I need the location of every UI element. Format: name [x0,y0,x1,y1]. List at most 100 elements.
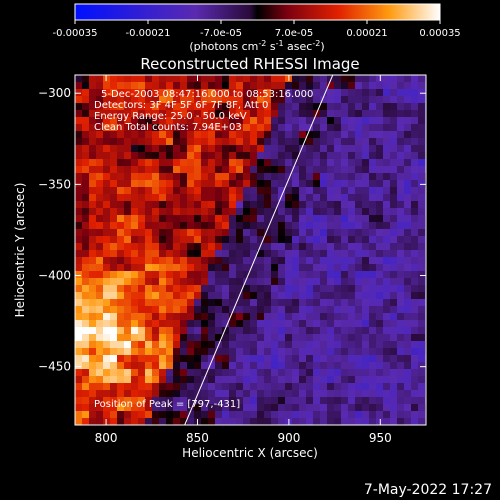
heatmap-cell [110,285,118,293]
heatmap-cell [82,320,90,328]
heatmap-cell [152,243,160,251]
heatmap-cell [145,285,153,293]
colorbar-unit: (photons cm-2 s-1 asec-2) [189,39,324,53]
heatmap-cell [285,285,293,293]
heatmap-cell [75,271,83,279]
heatmap-cell [376,257,384,265]
heatmap-cell [117,292,125,300]
heatmap-cell [89,243,97,251]
heatmap-cell [292,222,300,230]
heatmap-cell [271,257,279,265]
heatmap-cell [159,96,167,104]
heatmap-cell [194,257,202,265]
heatmap-cell [250,383,258,391]
heatmap-cell [299,215,307,223]
heatmap-cell [75,306,83,314]
heatmap-cell [208,75,216,83]
heatmap-cell [82,306,90,314]
heatmap-cell [376,201,384,209]
heatmap-cell [264,138,272,146]
heatmap-cell [397,103,405,111]
heatmap-cell [117,124,125,132]
heatmap-cell [229,285,237,293]
heatmap-cell [166,110,174,118]
heatmap-cell [334,376,342,384]
heatmap-cell [327,96,335,104]
heatmap-cell [201,110,209,118]
heatmap-cell [397,215,405,223]
heatmap-cell [75,173,83,181]
heatmap-cell [96,201,104,209]
heatmap-cell [355,369,363,377]
heatmap-cell [299,369,307,377]
heatmap-cell [271,131,279,139]
heatmap-cell [411,362,419,370]
heatmap-cell [327,313,335,321]
heatmap-cell [166,334,174,342]
heatmap-cell [383,355,391,363]
heatmap-cell [89,271,97,279]
heatmap-cell [103,264,111,272]
heatmap-cell [250,292,258,300]
heatmap-cell [215,103,223,111]
heatmap-cell [243,390,251,398]
heatmap-cell [194,180,202,188]
heatmap-cell [355,215,363,223]
heatmap-cell [138,313,146,321]
heatmap-cell [222,215,230,223]
heatmap-cell [229,376,237,384]
heatmap-cell [117,131,125,139]
heatmap-cell [376,180,384,188]
heatmap-cell [376,264,384,272]
heatmap-cell [117,103,125,111]
heatmap-cell [215,376,223,384]
heatmap-cell [285,292,293,300]
heatmap-cell [292,208,300,216]
heatmap-cell [369,313,377,321]
heatmap-cell [131,390,139,398]
heatmap-cell [117,201,125,209]
heatmap-cell [313,215,321,223]
heatmap-cell [341,285,349,293]
heatmap-cell [390,418,398,425]
heatmap-cell [187,334,195,342]
heatmap-cell [145,390,153,398]
heatmap-cell [404,89,412,97]
heatmap-cell [103,348,111,356]
heatmap-cell [397,306,405,314]
heatmap-cell [145,229,153,237]
heatmap-cell [334,89,342,97]
heatmap-cell [299,138,307,146]
heatmap-cell [327,138,335,146]
heatmap-cell [124,257,132,265]
heatmap-cell [187,187,195,195]
heatmap-cell [243,194,251,202]
heatmap-cell [75,96,83,104]
heatmap-cell [369,173,377,181]
heatmap-cell [264,271,272,279]
heatmap-cell [166,117,174,125]
heatmap-cell [138,208,146,216]
heatmap-cell [383,229,391,237]
heatmap-cell [208,243,216,251]
heatmap-cell [194,306,202,314]
heatmap-cell [250,145,258,153]
heatmap-cell [110,145,118,153]
heatmap-cell [348,110,356,118]
heatmap-cell [383,278,391,286]
heatmap-cell [418,369,426,377]
heatmap-cell [341,397,349,405]
heatmap-cell [327,404,335,412]
heatmap-cell [124,348,132,356]
heatmap-cell [250,397,258,405]
heatmap-cell [173,292,181,300]
heatmap-cell [236,411,244,419]
heatmap-cell [278,278,286,286]
heatmap-cell [229,306,237,314]
heatmap-cell [292,264,300,272]
heatmap-cell [334,418,342,425]
heatmap-cell [145,383,153,391]
heatmap-cell [362,138,370,146]
heatmap-cell [376,418,384,425]
heatmap-cell [110,215,118,223]
